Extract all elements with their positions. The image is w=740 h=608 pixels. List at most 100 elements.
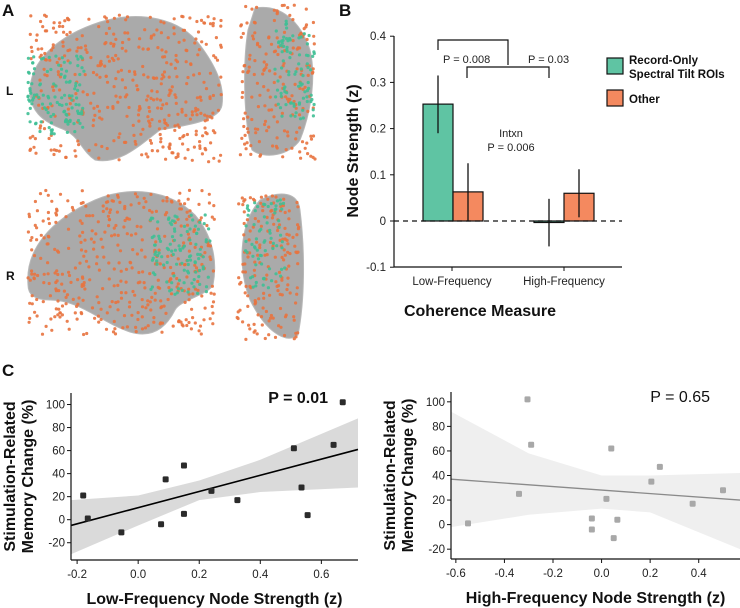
electrode-dot (170, 249, 174, 253)
electrode-dot (189, 254, 193, 258)
electrode-dot (280, 111, 284, 115)
electrode-dot (112, 139, 116, 143)
electrode-dot (201, 134, 205, 138)
electrode-dot (101, 209, 105, 213)
electrode-dot (207, 160, 211, 164)
electrode-dot (262, 85, 266, 89)
electrode-dot (97, 301, 101, 305)
electrode-dot (155, 97, 159, 101)
electrode-dot (167, 93, 171, 97)
electrode-dot (158, 98, 163, 102)
electrode-dot (122, 314, 127, 318)
electrode-dot (268, 240, 273, 244)
electrode-dot (96, 314, 100, 318)
electrode-dot (129, 261, 133, 265)
electrode-dot (101, 204, 105, 208)
electrode-dot (124, 291, 128, 295)
electrode-dot (76, 118, 81, 123)
electrode-dot (262, 296, 266, 300)
electrode-dot (64, 155, 68, 159)
electrode-dot (107, 277, 111, 281)
electrode-dot (208, 96, 212, 101)
electrode-dot (165, 123, 170, 127)
electrode-dot (276, 289, 280, 293)
electrode-dot (250, 242, 254, 246)
electrode-dot (275, 136, 279, 140)
electrode-dot (270, 216, 274, 220)
electrode-dot (112, 32, 116, 36)
electrode-dot (242, 233, 246, 237)
electrode-dot (176, 112, 180, 116)
electrode-dot (60, 56, 64, 60)
electrode-dot (156, 285, 160, 289)
electrode-dot (35, 297, 39, 302)
electrode-dot (47, 55, 51, 60)
electrode-dot (131, 289, 135, 294)
data-point (648, 478, 655, 485)
electrode-dot (34, 38, 39, 43)
electrode-dot (183, 300, 187, 304)
electrode-dot (237, 202, 241, 206)
electrode-dot (161, 199, 165, 203)
electrode-dot (46, 217, 51, 221)
node-strength-bar-chart: -0.1 0 0.1 0.2 0.3 0.4 P = 0.008 P = 0.03 Int… (345, 31, 725, 320)
electrode-dot (290, 94, 294, 98)
electrode-dot (106, 20, 110, 24)
electrode-dot (169, 265, 173, 270)
electrode-dot (125, 15, 130, 19)
bracket-1 (437, 39, 509, 65)
electrode-dot (28, 120, 32, 124)
electrode-dot (60, 282, 64, 286)
electrode-dot (212, 204, 216, 208)
electrode-dot (48, 294, 53, 298)
electrode-dot (55, 279, 59, 283)
electrode-dot (143, 326, 148, 330)
electrode-dot (146, 115, 150, 119)
electrode-dot (246, 255, 250, 259)
electrode-dot (39, 19, 43, 24)
electrode-dot (50, 328, 54, 332)
electrode-dot (294, 70, 298, 74)
electrode-dot (172, 238, 177, 242)
electrode-dot (116, 283, 120, 287)
electrode-dot (269, 236, 273, 240)
electrode-dot (26, 56, 30, 60)
electrode-dot (26, 80, 30, 85)
y-tick-label: -0.1 (366, 262, 386, 274)
electrode-dot (304, 25, 308, 29)
electrode-dot (273, 255, 277, 259)
electrode-dot (257, 229, 261, 233)
electrode-dot (125, 232, 129, 236)
electrode-dot (171, 324, 175, 328)
electrode-dot (61, 24, 65, 29)
electrode-dot (191, 292, 195, 296)
electrode-dot (79, 46, 83, 50)
electrode-dot (194, 109, 198, 113)
data-point (208, 487, 215, 494)
electrode-dot (188, 16, 192, 20)
electrode-dot (67, 18, 71, 22)
electrode-dot (275, 88, 280, 92)
electrode-dot (117, 158, 121, 162)
electrode-dot (247, 323, 251, 327)
electrode-dot (81, 276, 85, 280)
electrode-dot (30, 269, 34, 273)
electrode-dot (85, 331, 89, 336)
electrode-dot (256, 257, 261, 261)
electrode-dot (310, 71, 314, 75)
electrode-dot (278, 106, 283, 110)
electrode-dot (70, 205, 74, 210)
electrode-dot (204, 131, 208, 135)
electrode-dot (139, 132, 143, 136)
electrode-dot (169, 288, 173, 292)
interaction-label: Intxn (499, 128, 523, 140)
electrode-dot (56, 70, 60, 74)
electrode-dot (55, 100, 59, 105)
electrode-dot (81, 298, 85, 302)
electrode-dot (113, 332, 118, 336)
electrode-dot (60, 272, 64, 276)
electrode-dot (144, 152, 148, 156)
electrode-dot (136, 317, 140, 322)
electrode-dot (137, 201, 141, 205)
electrode-dot (183, 156, 187, 160)
